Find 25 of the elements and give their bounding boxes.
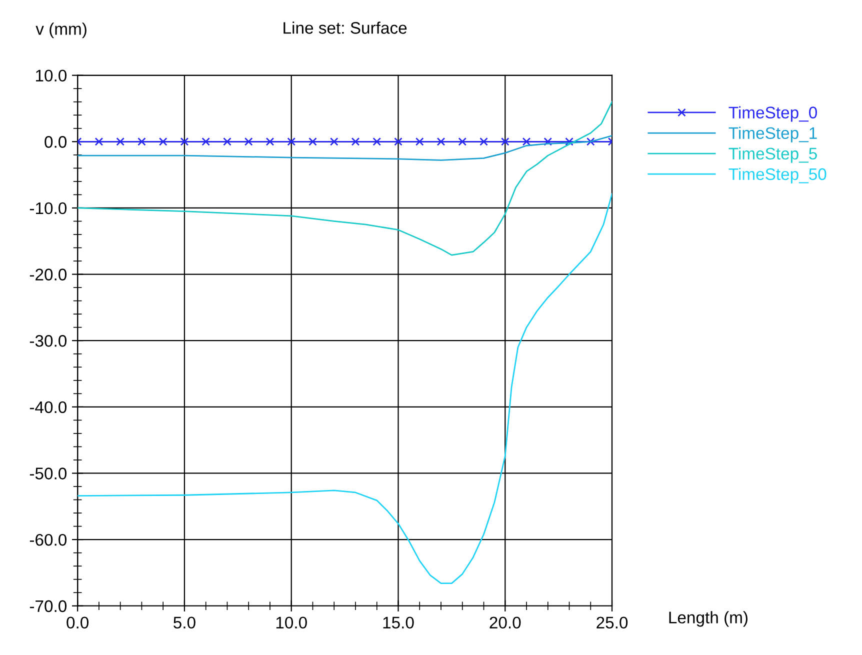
y-tick-label: -50.0	[30, 468, 67, 480]
y-axis-title: v (mm)	[36, 22, 86, 38]
x-tick-label: 20.0	[490, 616, 521, 629]
y-tick-label: -30.0	[30, 335, 67, 347]
y-tick-label: -10.0	[30, 202, 67, 214]
x-axis-title: Length (m)	[669, 611, 748, 627]
y-tick-label: 0.0	[44, 136, 67, 148]
x-tick-label: 0.0	[66, 616, 89, 629]
x-tick-label: 5.0	[174, 616, 196, 629]
y-tick-label: -20.0	[30, 268, 67, 280]
chart-title: Line set: Surface	[284, 22, 407, 34]
x-tick-label: 15.0	[383, 616, 414, 629]
legend-label: TimeStep_50	[728, 168, 826, 184]
legend-label: TimeStep_0	[728, 106, 817, 122]
x-tick-label: 25.0	[596, 616, 628, 629]
y-tick-label: -40.0	[30, 401, 67, 414]
legend-label: TimeStep_5	[728, 147, 817, 163]
legend-label: TimeStep_1	[728, 126, 817, 142]
y-tick-label: -70.0	[30, 600, 67, 612]
line-series	[78, 193, 612, 584]
y-tick-label: -60.0	[30, 534, 67, 546]
line-series	[78, 134, 612, 161]
x-tick-label: 10.0	[276, 616, 307, 629]
y-tick-label: 10.0	[36, 70, 67, 82]
line-series	[78, 101, 612, 256]
